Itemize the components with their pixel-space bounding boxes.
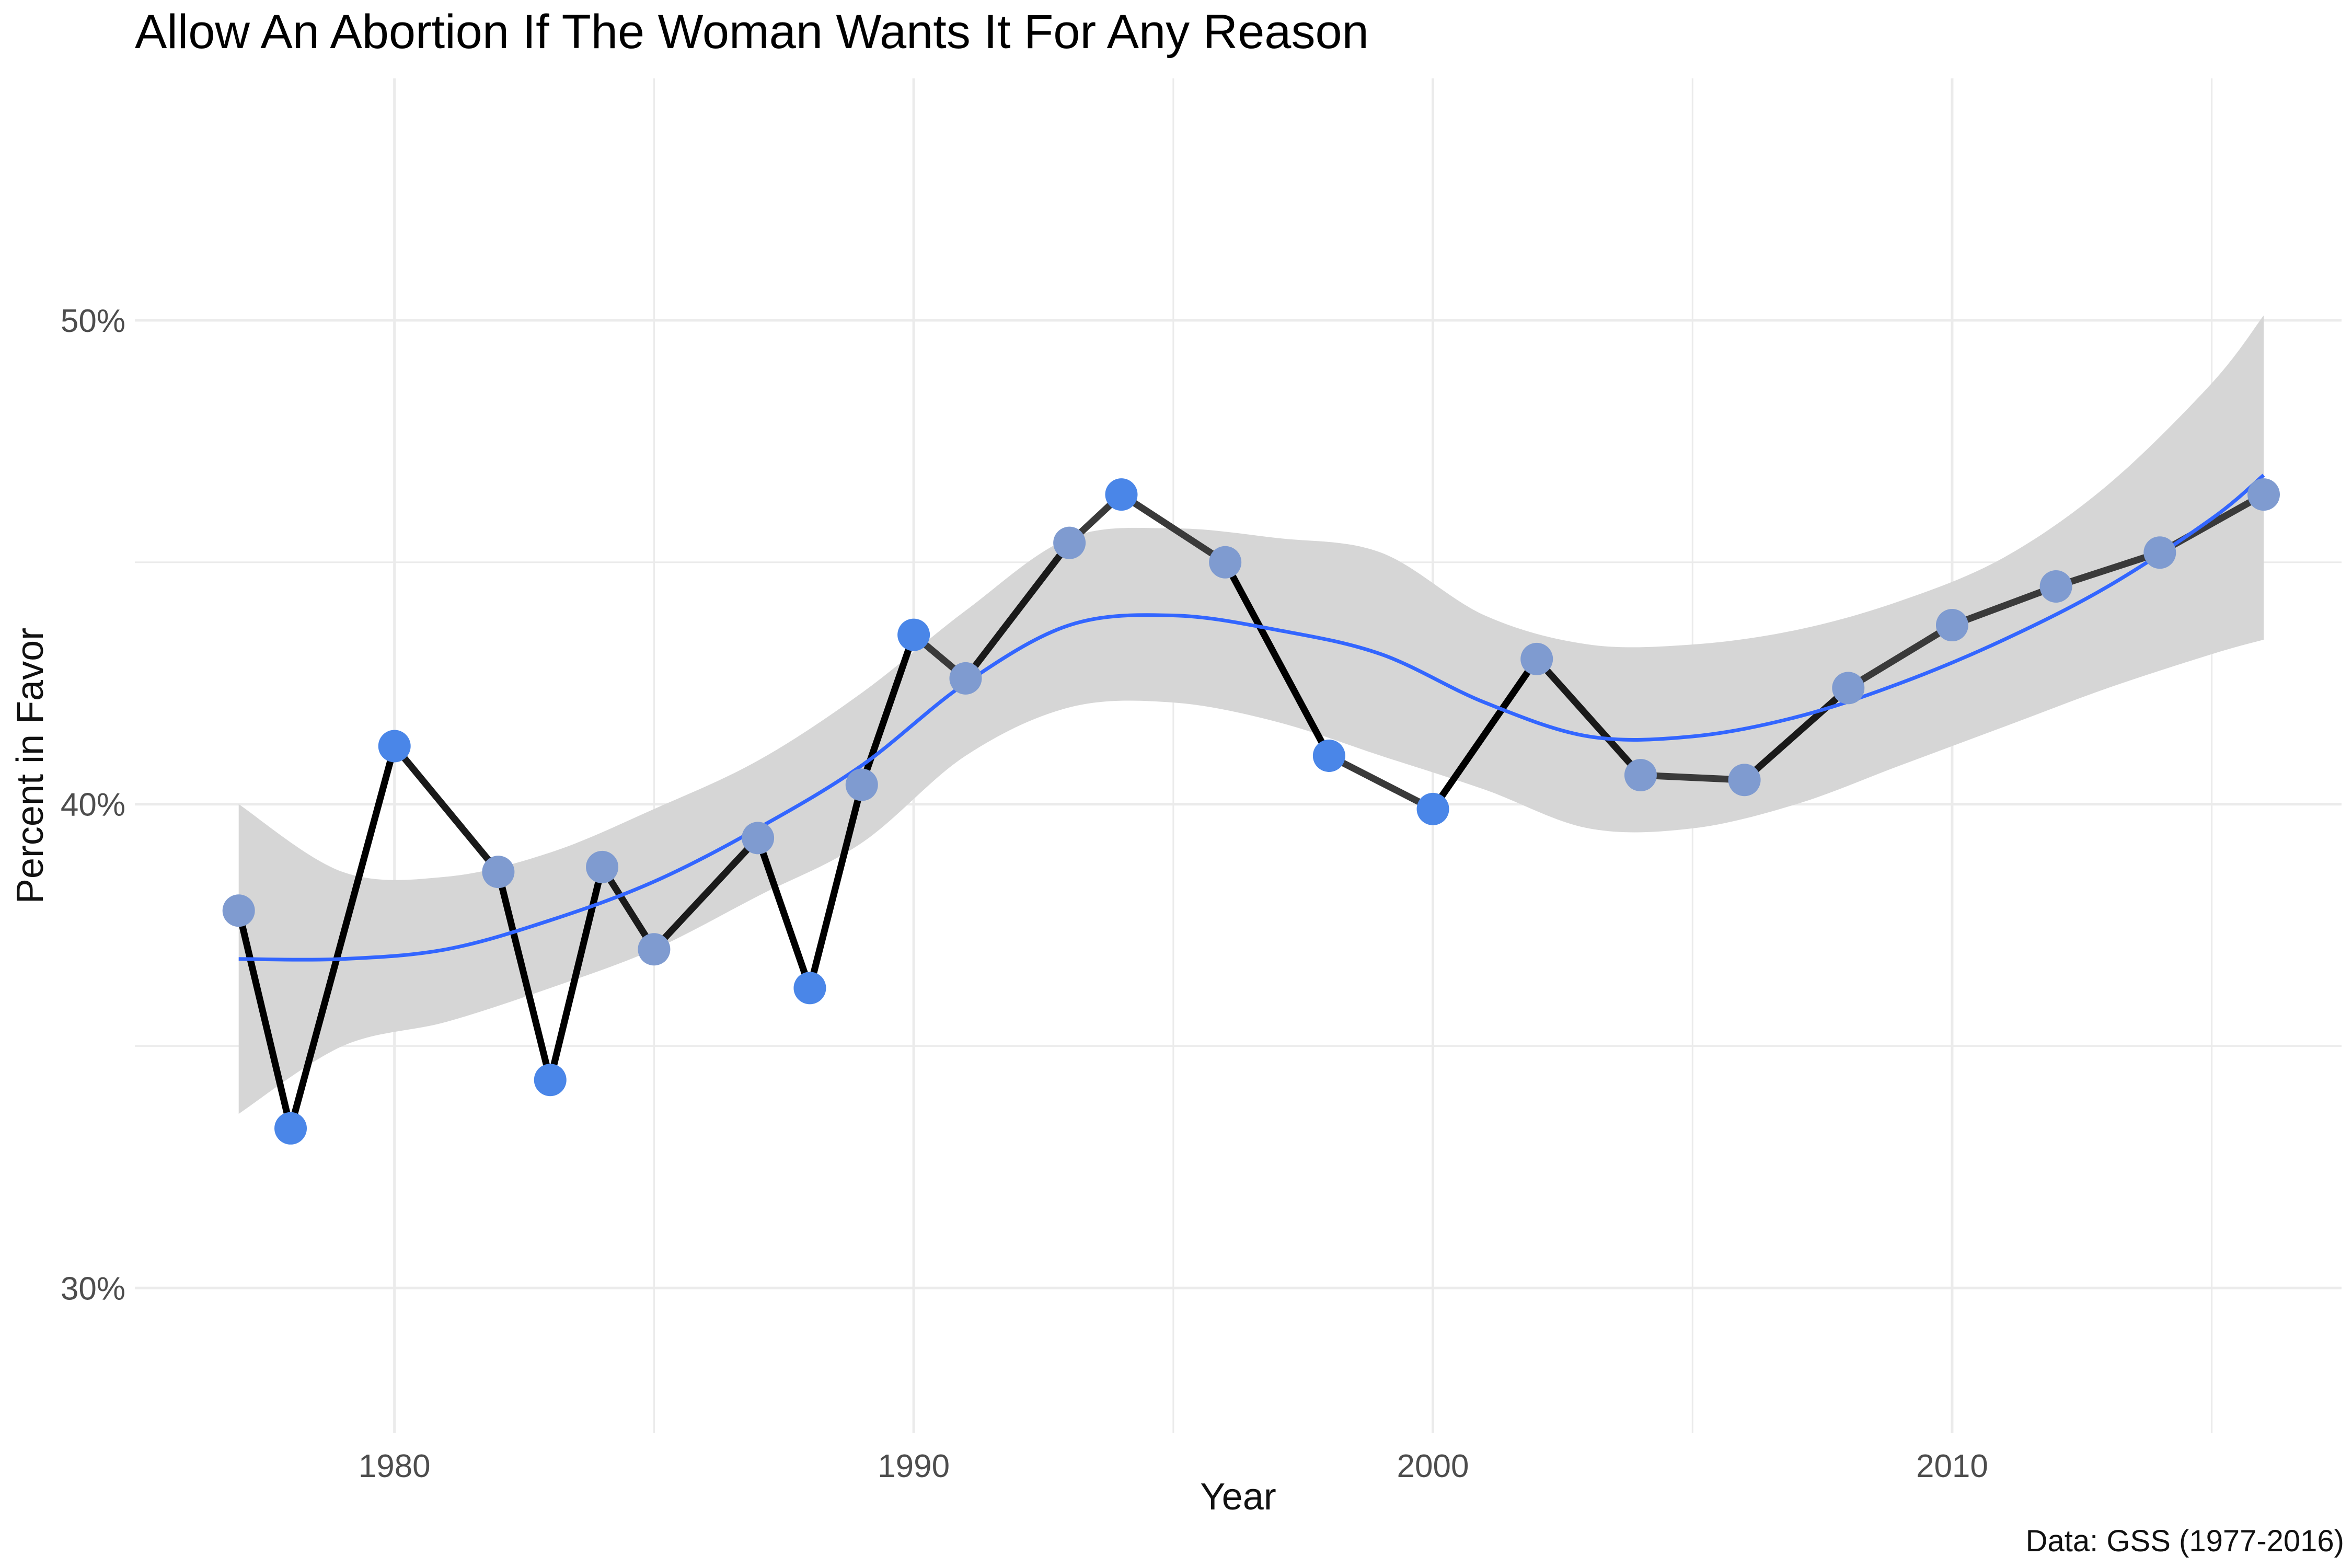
line-segment	[1117, 491, 1229, 566]
line-segment	[287, 742, 398, 1132]
data-point	[897, 618, 930, 651]
data-point	[793, 972, 826, 1005]
x-tick-label: 2010	[1916, 1448, 1988, 1484]
data-source-caption: Data: GSS (1977-2016)	[2026, 1524, 2344, 1558]
line-segment	[1533, 655, 1644, 779]
line-segment	[754, 834, 813, 991]
data-point	[1105, 478, 1138, 511]
line-segment	[1637, 771, 1748, 783]
data-point	[534, 1064, 567, 1097]
data-point	[638, 933, 671, 966]
data-point	[274, 1112, 307, 1145]
data-point	[1624, 759, 1657, 792]
smooth-line	[238, 474, 2265, 962]
line-segment	[391, 742, 502, 875]
data-point	[378, 730, 411, 763]
data-line	[235, 491, 2267, 1132]
data-point	[1209, 546, 1242, 579]
line-segment	[806, 781, 866, 991]
line-segment	[1741, 684, 1852, 783]
confidence-ribbon	[238, 315, 2264, 1114]
line-segment	[1949, 583, 2060, 629]
data-point	[1416, 792, 1449, 825]
line-segment	[1844, 621, 1956, 691]
line-segment	[2053, 549, 2163, 590]
data-point	[742, 822, 775, 855]
line-segment	[1325, 752, 1437, 813]
data-point	[2143, 536, 2176, 569]
smooth-trend-line	[238, 474, 2265, 962]
data-point	[2247, 478, 2280, 511]
line-segment	[235, 907, 294, 1132]
data-point	[586, 850, 619, 883]
grid-lines	[135, 78, 2342, 1433]
data-point	[1935, 609, 1968, 642]
data-point	[1053, 526, 1086, 559]
data-point	[1728, 764, 1761, 797]
data-points	[222, 478, 2280, 1145]
line-segment	[650, 834, 762, 953]
x-tick-label: 1980	[359, 1448, 431, 1484]
y-tick-label: 50%	[61, 303, 125, 339]
data-point	[2039, 570, 2072, 603]
data-point	[1520, 642, 1553, 675]
y-tick-label: 30%	[61, 1271, 125, 1307]
line-segment	[598, 863, 658, 953]
data-point	[845, 768, 878, 801]
y-axis-ticks: 30% 40% 50%	[61, 303, 125, 1307]
x-axis-title: Year	[1200, 1476, 1276, 1518]
data-point	[222, 894, 255, 927]
line-segment	[1221, 559, 1333, 759]
data-point	[1832, 672, 1865, 705]
chart-title: Allow An Abortion If The Woman Wants It …	[135, 5, 1369, 59]
x-tick-label: 2000	[1397, 1448, 1469, 1484]
y-axis-title: Percent in Favor	[9, 628, 51, 904]
line-segment	[547, 863, 606, 1083]
data-point	[1312, 740, 1345, 772]
line-segment	[494, 868, 554, 1083]
y-tick-label: 40%	[61, 787, 125, 823]
line-segment	[1429, 655, 1540, 813]
data-point	[482, 856, 515, 889]
x-tick-label: 1990	[878, 1448, 950, 1484]
x-axis-ticks: 1980 1990 2000 2010	[359, 1448, 1988, 1484]
data-point	[949, 662, 982, 695]
line-segment	[962, 539, 1073, 682]
confidence-band	[238, 315, 2264, 1114]
